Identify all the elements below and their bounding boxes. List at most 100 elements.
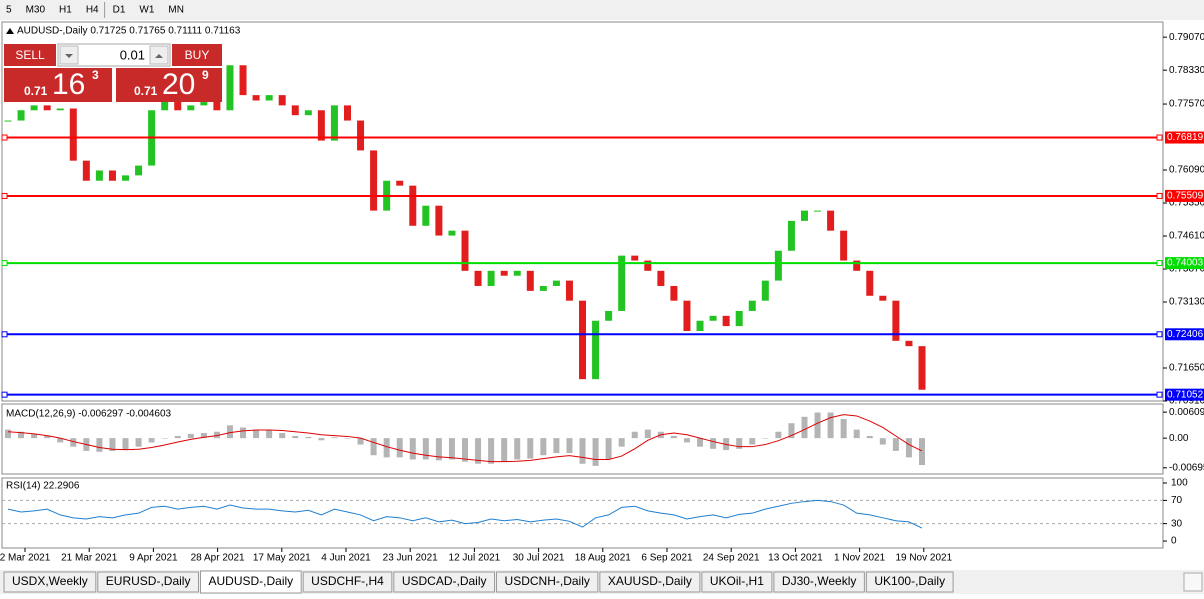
candle xyxy=(683,300,691,331)
level-handle[interactable] xyxy=(1,134,8,141)
toolbar xyxy=(0,0,1204,20)
candle xyxy=(82,160,90,181)
level-handle[interactable] xyxy=(1156,134,1163,141)
date-label: 28 Apr 2021 xyxy=(191,553,245,564)
bid-main: 16 xyxy=(52,68,85,101)
tab[interactable] xyxy=(773,571,865,593)
macd-bar xyxy=(213,431,220,439)
macd-bar xyxy=(148,438,155,443)
tab[interactable] xyxy=(496,571,599,593)
macd-label: MACD(12,26,9) -0.006297 -0.004603 xyxy=(6,409,172,420)
timeframe-button[interactable]: H1 xyxy=(59,5,72,16)
timeframe-button[interactable]: H4 xyxy=(86,5,99,16)
lot-field[interactable] xyxy=(57,43,171,67)
level-handle[interactable] xyxy=(1156,331,1163,338)
macd-bar xyxy=(174,436,181,439)
level-label-box xyxy=(1165,131,1204,144)
tab[interactable] xyxy=(97,571,199,593)
buy-button[interactable] xyxy=(172,44,222,66)
level-handle[interactable] xyxy=(1,192,8,199)
macd-bar xyxy=(631,431,638,439)
level-handle[interactable] xyxy=(1156,391,1163,398)
candle xyxy=(735,310,743,327)
main-panel xyxy=(1,21,1164,402)
macd-bar xyxy=(527,438,534,459)
tab[interactable] xyxy=(865,571,954,593)
level-handle[interactable] xyxy=(1156,192,1163,199)
macd-bar xyxy=(435,438,442,461)
timeframe-button[interactable]: W1 xyxy=(139,5,154,16)
macd-bar xyxy=(318,438,325,441)
candle xyxy=(918,346,926,390)
candle xyxy=(892,300,900,341)
candle xyxy=(565,280,573,301)
sell-label: SELL xyxy=(15,48,45,62)
candle xyxy=(200,100,208,106)
level-label: 0.75509 xyxy=(1167,191,1204,202)
collapse-icon[interactable] xyxy=(6,28,14,34)
level-label: 0.74003 xyxy=(1167,258,1204,269)
tab-label: EURUSD-,Daily xyxy=(106,574,191,588)
candle xyxy=(827,210,835,231)
level-handle[interactable] xyxy=(1,260,8,267)
tab-label: XAUUSD-,Daily xyxy=(608,574,692,588)
ask-box[interactable] xyxy=(116,68,222,102)
price-tick-label: 0.79070 xyxy=(1169,32,1204,43)
level-label-box xyxy=(1165,189,1204,202)
timeframe-button[interactable]: MN xyxy=(168,5,184,16)
tab-scroll[interactable] xyxy=(1183,572,1203,592)
sell-button[interactable] xyxy=(4,44,56,66)
candle xyxy=(409,185,417,226)
macd-bar xyxy=(514,438,521,460)
rsi-panel xyxy=(1,477,1164,549)
candle xyxy=(422,205,430,226)
candle xyxy=(840,230,848,261)
macd-bar xyxy=(370,438,377,456)
candle xyxy=(69,108,77,161)
candle xyxy=(17,110,25,121)
tab[interactable] xyxy=(393,571,496,593)
candle xyxy=(905,340,913,347)
macd-bar xyxy=(775,431,782,439)
level-handle[interactable] xyxy=(1156,260,1163,267)
macd-bar xyxy=(109,438,116,451)
timeframe-button[interactable]: 5 xyxy=(6,5,12,16)
macd-bar xyxy=(292,436,299,439)
trade-panel: SELL 0.01 BUY 0.71 16 3 0.71 20 9 xyxy=(4,43,222,102)
date-label: 12 Jul 2021 xyxy=(449,553,501,564)
timeframe-button[interactable]: M30 xyxy=(26,5,46,16)
macd-bar xyxy=(501,438,508,462)
candle xyxy=(357,120,365,151)
candle xyxy=(174,100,182,111)
date-label: 13 Oct 2021 xyxy=(768,553,823,564)
bid-box[interactable] xyxy=(4,68,112,102)
tab[interactable] xyxy=(199,570,302,594)
macd-tick-label: 0.006094 xyxy=(1169,407,1204,418)
tab[interactable] xyxy=(302,571,393,593)
lot-value: 0.01 xyxy=(120,47,145,62)
macd-bar xyxy=(266,430,273,439)
candle xyxy=(866,270,874,296)
candle xyxy=(761,280,769,301)
candle xyxy=(644,260,652,271)
tab[interactable] xyxy=(3,571,97,593)
candle xyxy=(396,180,404,186)
date-label: 24 Sep 2021 xyxy=(703,553,760,564)
level-handle[interactable] xyxy=(1,331,8,338)
macd-bar xyxy=(448,438,455,460)
tab[interactable] xyxy=(599,571,701,593)
bid-sup: 3 xyxy=(92,68,99,82)
level-handle[interactable] xyxy=(1,391,8,398)
macd-bar xyxy=(566,438,573,454)
price-tick-label: 0.74610 xyxy=(1169,231,1204,242)
candle xyxy=(800,210,808,221)
macd-bar xyxy=(736,438,743,449)
candle xyxy=(787,220,795,251)
timeframe-button[interactable]: D1 xyxy=(113,5,126,16)
date-label: 4 Jun 2021 xyxy=(321,553,371,564)
macd-bar xyxy=(788,423,795,439)
candle xyxy=(252,95,260,101)
tab[interactable] xyxy=(701,571,773,593)
candle xyxy=(370,150,378,211)
